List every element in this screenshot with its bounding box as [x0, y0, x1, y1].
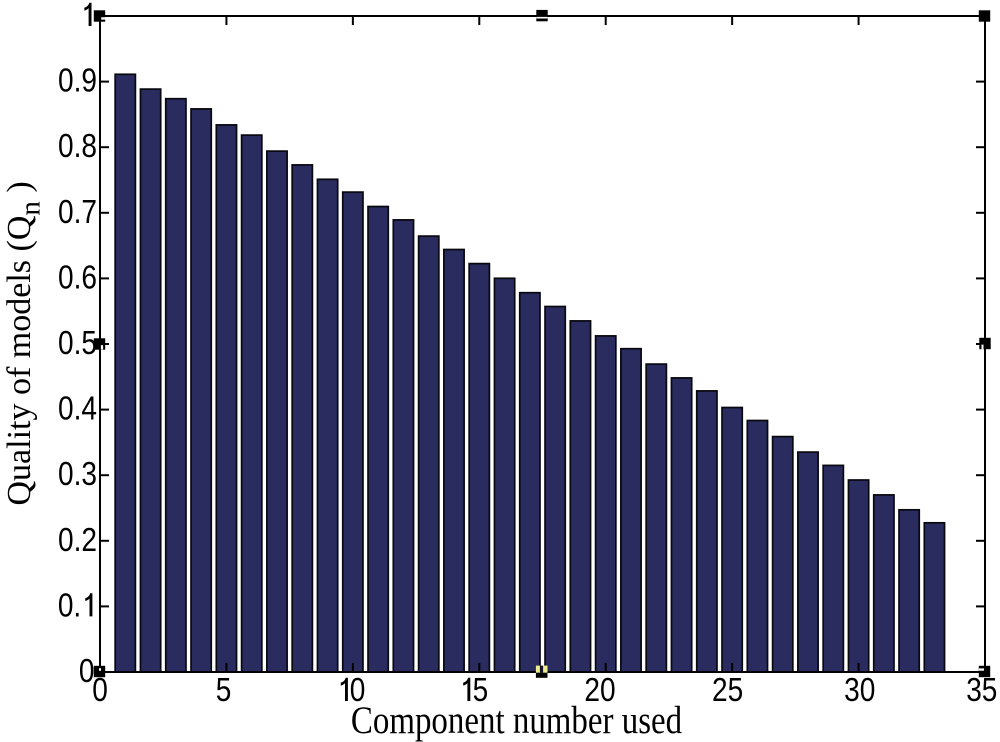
- svg-text:5: 5: [473, 672, 489, 709]
- svg-text:30: 30: [844, 672, 875, 709]
- svg-text:0: 0: [350, 672, 366, 709]
- svg-text:5: 5: [216, 672, 232, 709]
- svg-text:Component number used: Component number used: [351, 698, 682, 741]
- svg-text:0: 0: [79, 653, 95, 690]
- svg-text:0.8: 0.8: [58, 128, 97, 165]
- svg-text:0.4: 0.4: [58, 391, 97, 428]
- svg-text:0: 0: [92, 672, 108, 709]
- svg-text:0.6: 0.6: [58, 259, 97, 296]
- svg-text:0.7: 0.7: [58, 194, 97, 231]
- svg-text:0.3: 0.3: [58, 456, 97, 493]
- svg-text:35: 35: [966, 672, 997, 709]
- svg-text:0.2: 0.2: [58, 522, 97, 559]
- svg-text:25: 25: [712, 672, 743, 709]
- svg-text:0.: 0.: [58, 587, 81, 624]
- svg-text:0.9: 0.9: [58, 63, 97, 100]
- svg-text:20: 20: [584, 672, 615, 709]
- svg-text:0.5: 0.5: [58, 325, 97, 362]
